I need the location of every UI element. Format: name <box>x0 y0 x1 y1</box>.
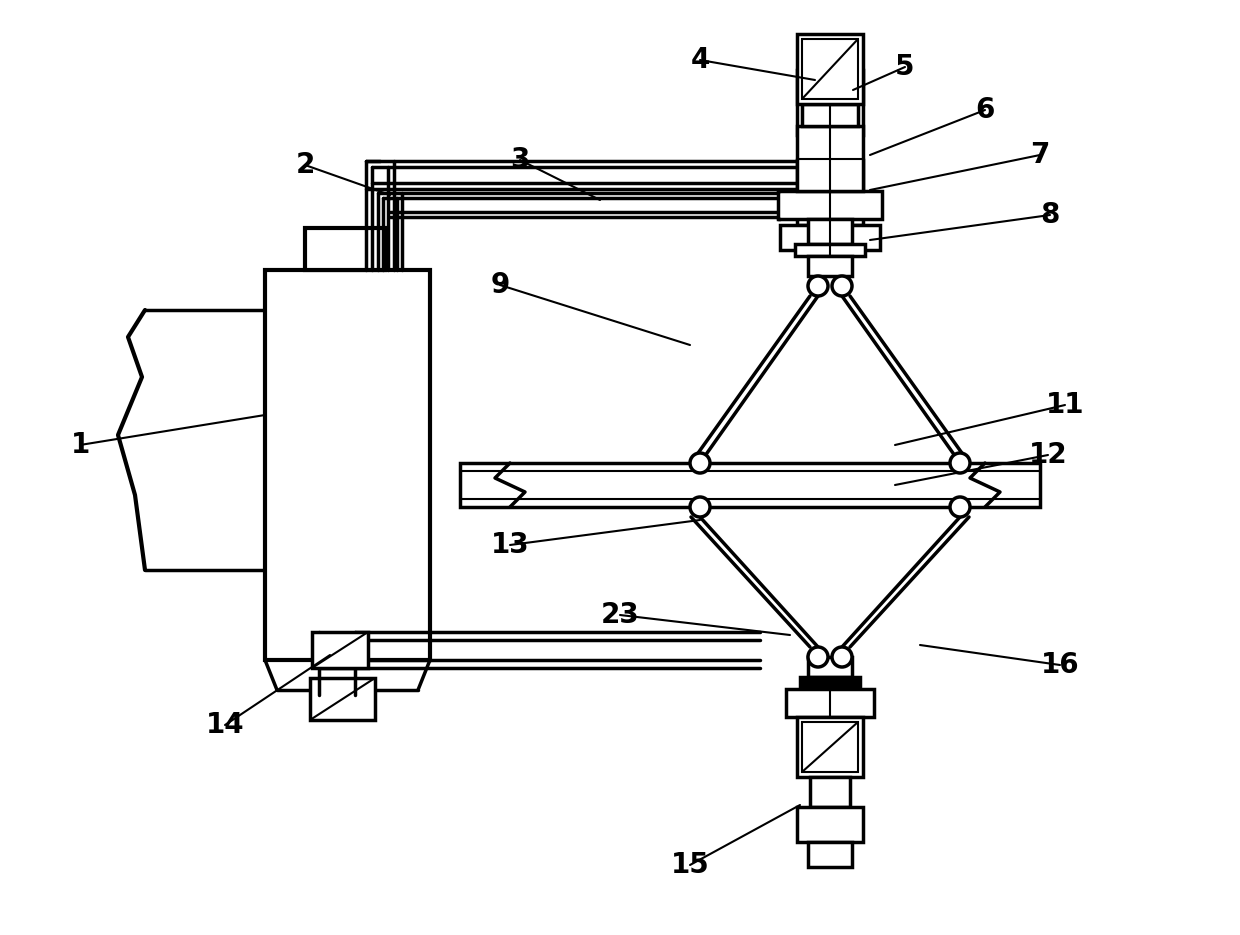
Text: 6: 6 <box>976 96 994 124</box>
Bar <box>797 126 863 191</box>
Bar <box>780 225 880 250</box>
Text: 9: 9 <box>490 271 510 299</box>
Text: 2: 2 <box>295 151 315 179</box>
Circle shape <box>950 497 970 517</box>
Text: 12: 12 <box>1029 441 1068 469</box>
Bar <box>265 270 430 660</box>
Bar <box>808 657 852 677</box>
Text: 1: 1 <box>71 431 89 459</box>
Text: 3: 3 <box>511 146 529 174</box>
Bar <box>460 463 1040 507</box>
Text: 7: 7 <box>1030 141 1050 169</box>
Circle shape <box>689 497 711 517</box>
Bar <box>808 842 852 867</box>
Bar <box>797 717 863 777</box>
Bar <box>802 722 858 772</box>
Bar <box>802 135 858 160</box>
Bar <box>810 777 849 807</box>
Bar <box>797 807 863 842</box>
Circle shape <box>832 647 852 667</box>
Bar <box>797 34 863 104</box>
Text: 14: 14 <box>206 711 244 739</box>
Bar <box>305 228 384 270</box>
Text: 23: 23 <box>600 601 640 629</box>
Text: 15: 15 <box>671 851 709 879</box>
Bar <box>786 689 874 717</box>
Text: 5: 5 <box>895 53 915 81</box>
Text: 13: 13 <box>491 531 529 559</box>
Bar <box>808 219 852 244</box>
Text: 16: 16 <box>1040 651 1079 679</box>
Circle shape <box>808 276 828 296</box>
Circle shape <box>950 453 970 473</box>
Bar <box>802 75 858 130</box>
Bar <box>310 678 374 720</box>
Bar <box>797 70 863 135</box>
Circle shape <box>689 453 711 473</box>
Circle shape <box>832 276 852 296</box>
Bar <box>795 244 866 256</box>
Bar <box>808 256 852 276</box>
Text: 8: 8 <box>1040 201 1060 229</box>
Bar <box>802 104 858 126</box>
Bar <box>797 160 863 225</box>
Bar <box>802 39 858 99</box>
Bar <box>777 191 882 219</box>
Circle shape <box>808 647 828 667</box>
Bar <box>312 632 368 668</box>
Text: 11: 11 <box>1045 391 1084 419</box>
Text: 4: 4 <box>691 46 709 74</box>
Bar <box>800 677 861 689</box>
